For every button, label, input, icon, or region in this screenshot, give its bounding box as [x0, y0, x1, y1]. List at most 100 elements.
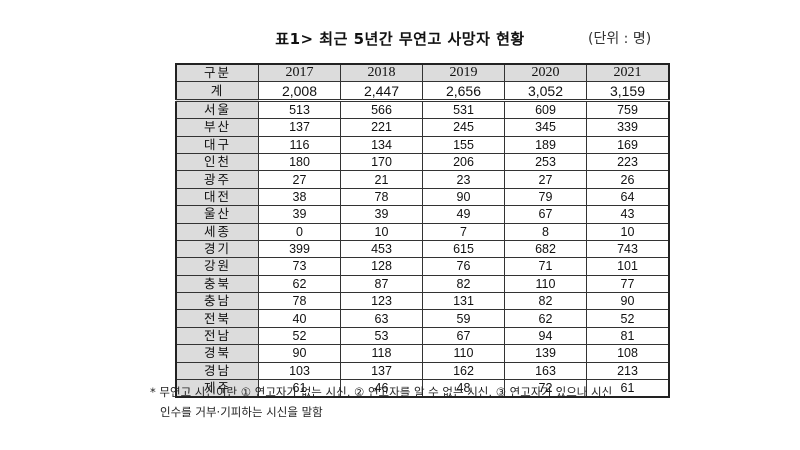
region-label: 계: [175, 81, 259, 102]
region-label: 경북: [175, 344, 259, 363]
table-cell: 48: [422, 379, 505, 398]
table-cell: 221: [340, 118, 423, 137]
footnote-line: * 무연고 시신이란 ① 연고자가 없는 시신, ② 연고자를 알 수 없는 시…: [150, 385, 613, 399]
unit-label: (단위 : 명): [588, 31, 652, 47]
table-cell: 52: [586, 309, 670, 328]
table-row: 부산 137 221 245 345 339: [175, 118, 670, 137]
table-cell: 10: [586, 222, 670, 241]
table-cell: 245: [422, 118, 505, 137]
table-row: 제주 61 46 48 72 61: [175, 379, 670, 398]
table-cell: 49: [422, 205, 505, 224]
table-cell: 46: [340, 379, 423, 398]
table-cell: 139: [504, 344, 587, 363]
table-cell: 743: [586, 239, 670, 259]
region-label: 울산: [175, 205, 259, 224]
table-cell: 21: [340, 170, 423, 189]
table-cell: 2,008: [258, 81, 341, 102]
table-cell: 3,052: [504, 81, 587, 102]
table-cell: 118: [340, 344, 423, 363]
table-cell: 169: [586, 135, 670, 154]
table-cell: 27: [504, 170, 587, 189]
table-cell: 63: [340, 309, 423, 328]
table-cell: 609: [504, 99, 587, 120]
table-row: 전남 52 53 67 94 81: [175, 326, 670, 346]
table-cell: 38: [258, 187, 341, 207]
table-cell: 155: [422, 135, 505, 154]
region-label: 강원: [175, 257, 259, 276]
header-category: 구분: [175, 63, 259, 83]
table-cell: 90: [258, 344, 341, 363]
table-cell: 73: [258, 257, 341, 276]
table-cell: 53: [340, 326, 423, 346]
region-label: 충남: [175, 292, 259, 311]
table-cell: 27: [258, 170, 341, 189]
table-row: 광주 27 21 23 27 26: [175, 170, 670, 189]
header-row: 구분 2017 2018 2019 2020 2021: [175, 63, 670, 83]
table-cell: 116: [258, 135, 341, 154]
table-row: 충남 78 123 131 82 90: [175, 292, 670, 311]
table-cell: 128: [340, 257, 423, 276]
table-cell: 39: [340, 205, 423, 224]
death-stats-table: 구분 2017 2018 2019 2020 2021 계 2,008 2,447 2…: [175, 63, 670, 399]
table-cell: 10: [340, 222, 423, 241]
table-row: 충북 62 87 82 110 77: [175, 274, 670, 294]
table-row: 대전 38 78 90 79 64: [175, 187, 670, 207]
table-cell: 134: [340, 135, 423, 154]
table-cell: 39: [258, 205, 341, 224]
table-cell: 108: [586, 344, 670, 363]
header-year: 2018: [340, 63, 423, 83]
table-cell: 67: [504, 205, 587, 224]
table-cell: 399: [258, 239, 341, 259]
table-cell: 2,656: [422, 81, 505, 102]
table-cell: 78: [258, 292, 341, 311]
header-year: 2020: [504, 63, 587, 83]
footnote-line: 인수를 거부·기피하는 시신을 말함: [160, 405, 323, 419]
table-cell: 76: [422, 257, 505, 276]
table-cell: 8: [504, 222, 587, 241]
table-cell: 61: [258, 379, 341, 398]
header-year: 2019: [422, 63, 505, 83]
table-cell: 170: [340, 152, 423, 172]
footnote: * 무연고 시신이란 ① 연고자가 없는 시신, ② 연고자를 알 수 없는 시…: [150, 382, 612, 422]
table-cell: 0: [258, 222, 341, 241]
table-cell: 339: [586, 118, 670, 137]
table-cell: 62: [258, 274, 341, 294]
total-row: 계 2,008 2,447 2,656 3,052 3,159: [175, 81, 670, 102]
table-cell: 137: [258, 118, 341, 137]
table-cell: 43: [586, 205, 670, 224]
table-cell: 103: [258, 361, 341, 381]
region-label: 서울: [175, 99, 259, 120]
table-cell: 40: [258, 309, 341, 328]
region-label: 경남: [175, 361, 259, 381]
table-cell: 90: [422, 187, 505, 207]
table-cell: 79: [504, 187, 587, 207]
header-year: 2017: [258, 63, 341, 83]
table-cell: 566: [340, 99, 423, 120]
table-cell: 3,159: [586, 81, 670, 102]
table-cell: 453: [340, 239, 423, 259]
table-row: 서울 513 566 531 609 759: [175, 99, 670, 120]
table-cell: 67: [422, 326, 505, 346]
table-cell: 81: [586, 326, 670, 346]
table-cell: 7: [422, 222, 505, 241]
table-cell: 61: [586, 379, 670, 398]
table-cell: 87: [340, 274, 423, 294]
region-label: 대전: [175, 187, 259, 207]
region-label: 경기: [175, 239, 259, 259]
table-row: 울산 39 39 49 67 43: [175, 205, 670, 224]
table-cell: 90: [586, 292, 670, 311]
table-cell: 223: [586, 152, 670, 172]
table-cell: 131: [422, 292, 505, 311]
table-cell: 2,447: [340, 81, 423, 102]
table-cell: 189: [504, 135, 587, 154]
table-cell: 163: [504, 361, 587, 381]
region-label: 제주: [175, 379, 259, 398]
table-cell: 123: [340, 292, 423, 311]
table-cell: 531: [422, 99, 505, 120]
table-cell: 759: [586, 99, 670, 120]
table-cell: 94: [504, 326, 587, 346]
table-row: 경남 103 137 162 163 213: [175, 361, 670, 381]
table-cell: 78: [340, 187, 423, 207]
region-label: 세종: [175, 222, 259, 241]
region-label: 충북: [175, 274, 259, 294]
